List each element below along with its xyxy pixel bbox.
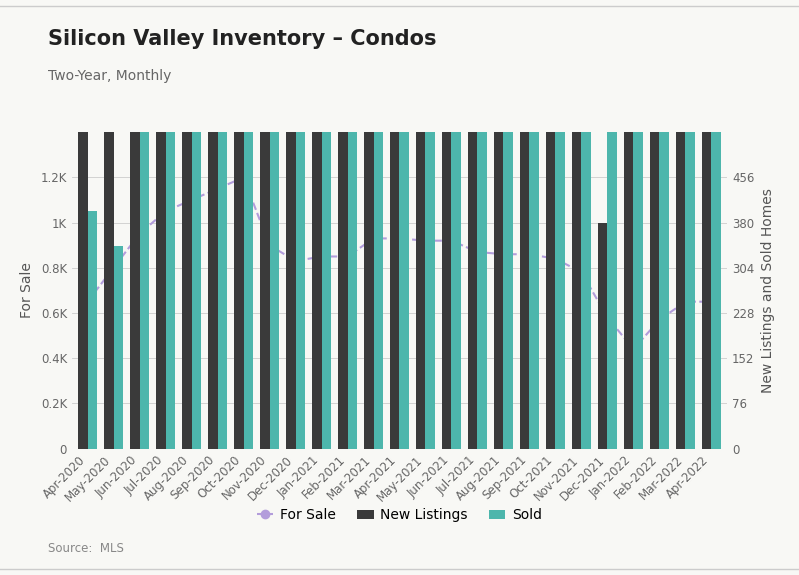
Bar <box>321 21 332 448</box>
Bar <box>192 44 201 448</box>
For Sale <box>264 242 274 248</box>
Bar <box>467 0 478 448</box>
Bar <box>233 0 244 448</box>
Bar <box>208 0 217 448</box>
Bar <box>269 0 280 448</box>
For Sale <box>135 231 145 237</box>
For Sale <box>473 248 483 255</box>
Bar <box>348 39 357 448</box>
Bar <box>104 0 113 448</box>
Bar <box>530 0 539 448</box>
For Sale <box>525 251 535 258</box>
Bar <box>88 210 97 448</box>
Bar <box>582 0 591 448</box>
For Sale <box>629 346 638 352</box>
Bar <box>129 0 140 448</box>
Bar <box>686 0 695 448</box>
Bar <box>426 0 435 448</box>
Text: Two-Year, Monthly: Two-Year, Monthly <box>48 69 171 83</box>
Bar <box>296 92 305 448</box>
Bar <box>702 0 711 448</box>
Bar <box>571 104 582 449</box>
Bar <box>400 0 409 448</box>
For Sale <box>577 269 586 276</box>
Bar <box>519 0 530 448</box>
For Sale <box>447 237 456 244</box>
Bar <box>373 0 384 448</box>
For Sale <box>316 253 326 260</box>
Bar <box>607 32 618 448</box>
Line: For Sale: For Sale <box>85 174 714 352</box>
Bar <box>312 0 321 448</box>
Bar <box>623 0 634 448</box>
Bar <box>451 0 461 448</box>
Bar <box>364 0 373 448</box>
Bar <box>390 0 400 448</box>
For Sale <box>291 258 300 264</box>
Bar <box>598 223 607 448</box>
Y-axis label: New Listings and Sold Homes: New Listings and Sold Homes <box>761 188 775 393</box>
Bar <box>113 246 123 448</box>
Bar <box>711 0 721 448</box>
Bar <box>165 0 176 448</box>
Bar <box>244 0 253 448</box>
Bar <box>659 121 670 448</box>
For Sale <box>551 255 560 262</box>
Bar <box>555 0 566 448</box>
For Sale <box>239 174 248 181</box>
Bar <box>140 121 149 448</box>
Bar <box>442 0 451 448</box>
Text: Source:  MLS: Source: MLS <box>48 542 124 555</box>
Bar <box>676 0 686 448</box>
For Sale <box>654 316 664 323</box>
Bar <box>78 104 88 449</box>
For Sale <box>395 235 404 242</box>
Bar <box>260 0 269 448</box>
For Sale <box>213 185 222 192</box>
For Sale <box>368 235 378 242</box>
Bar <box>285 104 296 449</box>
Bar <box>478 0 487 448</box>
For Sale <box>681 298 690 305</box>
For Sale <box>421 237 431 244</box>
Bar <box>415 0 426 448</box>
Bar <box>217 0 228 448</box>
Y-axis label: For Sale: For Sale <box>20 262 34 319</box>
For Sale <box>343 253 352 260</box>
For Sale <box>602 314 612 321</box>
For Sale <box>161 208 170 214</box>
For Sale <box>499 251 508 258</box>
Bar <box>546 0 555 448</box>
Bar <box>650 0 659 448</box>
Legend: For Sale, New Listings, Sold: For Sale, New Listings, Sold <box>251 503 548 528</box>
For Sale <box>109 264 118 271</box>
Bar <box>338 0 348 448</box>
Bar <box>634 128 643 448</box>
Bar <box>156 0 165 448</box>
Text: Silicon Valley Inventory – Condos: Silicon Valley Inventory – Condos <box>48 29 436 49</box>
For Sale <box>187 197 197 204</box>
Bar <box>503 0 514 448</box>
Bar <box>181 0 192 448</box>
For Sale <box>706 298 716 305</box>
Bar <box>494 0 503 448</box>
For Sale <box>83 298 93 305</box>
